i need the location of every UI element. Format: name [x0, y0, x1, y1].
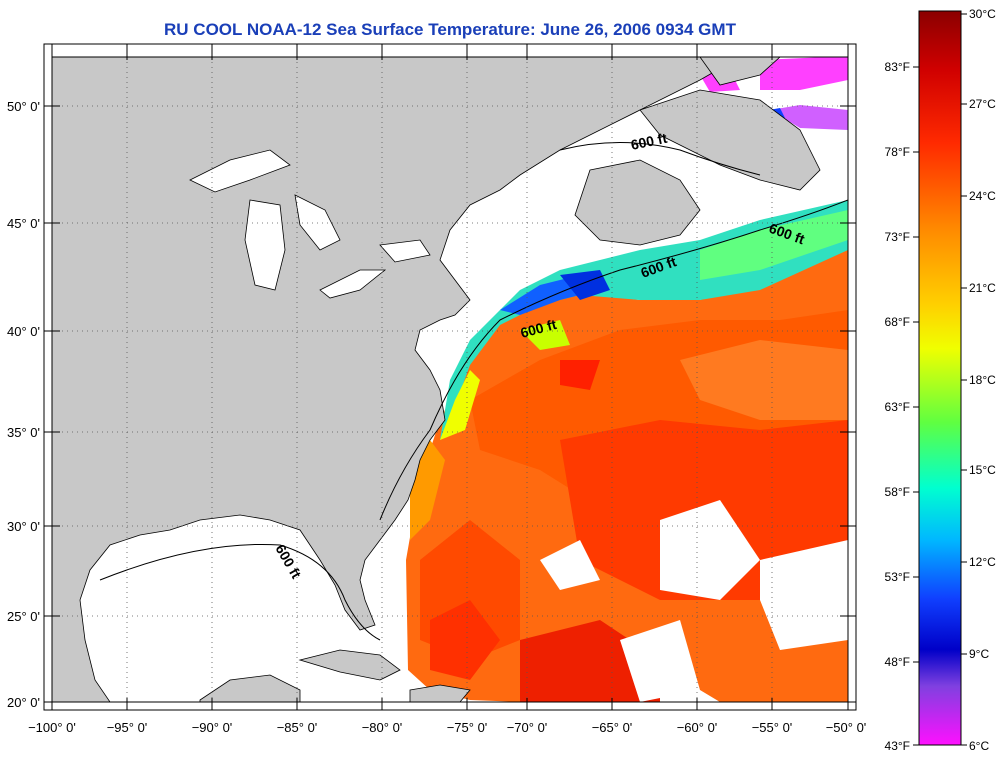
- colorbar-gradient: [918, 10, 962, 746]
- celsius-label-30: 30°C: [969, 7, 996, 21]
- axis-ticks: [44, 44, 856, 710]
- lon-label-65: −65° 0': [592, 720, 633, 735]
- longitude-labels: −100° 0' −95° 0' −90° 0' −85° 0' −80° 0'…: [28, 720, 866, 735]
- lat-label-40: 40° 0': [7, 324, 40, 339]
- lon-label-75: −75° 0': [447, 720, 488, 735]
- lat-label-30: 30° 0': [7, 519, 40, 534]
- lon-label-100: −100° 0': [28, 720, 76, 735]
- celsius-label-27: 27°C: [969, 97, 996, 111]
- fahrenheit-label-73: 73°F: [885, 230, 910, 244]
- contour-label-1: 600 ft: [629, 130, 668, 153]
- celsius-label-21: 21°C: [969, 281, 996, 295]
- celsius-label-9: 9°C: [969, 647, 989, 661]
- fahrenheit-label-53: 53°F: [885, 570, 910, 584]
- sst-data-layer: [406, 57, 848, 702]
- celsius-label-6: 6°C: [969, 739, 989, 753]
- celsius-label-15: 15°C: [969, 463, 996, 477]
- lat-label-50: 50° 0': [7, 99, 40, 114]
- lon-label-60: −60° 0': [677, 720, 718, 735]
- fahrenheit-label-58: 58°F: [885, 485, 910, 499]
- celsius-label-24: 24°C: [969, 189, 996, 203]
- fahrenheit-label-43: 43°F: [885, 739, 910, 753]
- isobath-north: [559, 142, 761, 176]
- land-masses: [52, 57, 821, 702]
- isobath-gulf: [99, 543, 381, 641]
- colorbar: 30°C 27°C 24°C 21°C 18°C 15°C 12°C 9°C 6…: [885, 7, 997, 753]
- lat-label-45: 45° 0': [7, 216, 40, 231]
- map-title: RU COOL NOAA-12 Sea Surface Temperature:…: [164, 20, 736, 39]
- latitude-labels: 50° 0' 45° 0' 40° 0' 35° 0' 30° 0' 25° 0…: [7, 99, 40, 710]
- fahrenheit-label-48: 48°F: [885, 655, 910, 669]
- lon-label-80: −80° 0': [362, 720, 403, 735]
- lon-label-85: −85° 0': [277, 720, 318, 735]
- fahrenheit-label-78: 78°F: [885, 145, 910, 159]
- fahrenheit-label-83: 83°F: [885, 60, 910, 74]
- lat-label-35: 35° 0': [7, 425, 40, 440]
- fahrenheit-label-68: 68°F: [885, 315, 910, 329]
- lon-label-95: −95° 0': [107, 720, 148, 735]
- isobath-atlantic: [379, 199, 848, 521]
- celsius-label-18: 18°C: [969, 373, 996, 387]
- lon-label-50: −50° 0': [826, 720, 867, 735]
- lon-label-55: −55° 0': [752, 720, 793, 735]
- lat-label-25: 25° 0': [7, 609, 40, 624]
- lat-label-20: 20° 0': [7, 695, 40, 710]
- lon-label-70: −70° 0': [507, 720, 548, 735]
- fahrenheit-label-63: 63°F: [885, 400, 910, 414]
- lon-label-90: −90° 0': [192, 720, 233, 735]
- map-inner-frame: [51, 56, 849, 703]
- celsius-label-12: 12°C: [969, 555, 996, 569]
